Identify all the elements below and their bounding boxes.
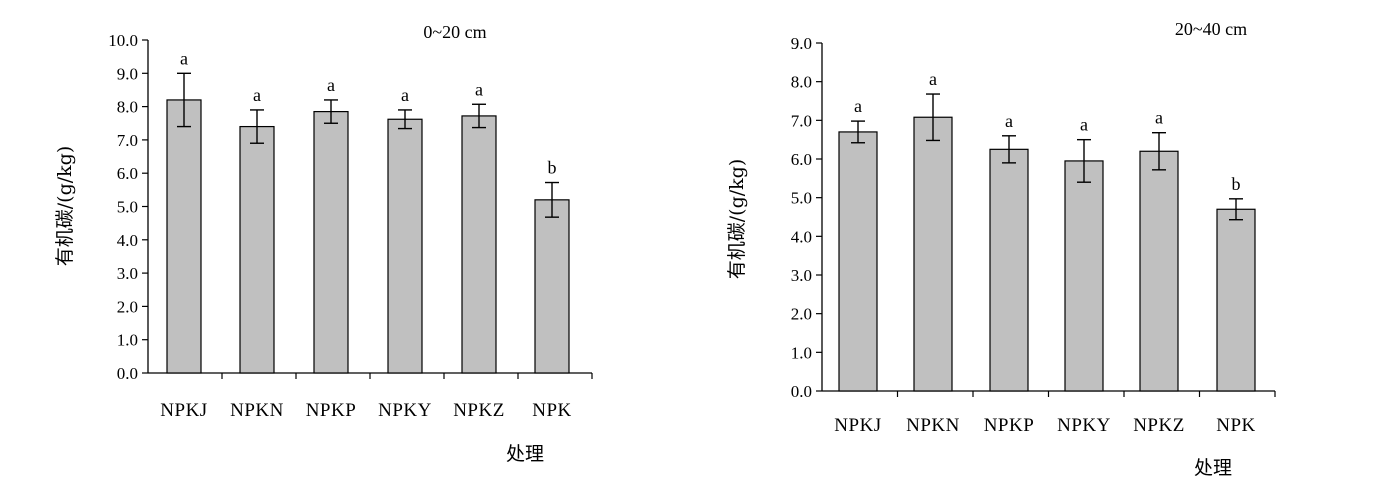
significance-label: a: [253, 85, 261, 105]
chart-title: 0~20 cm: [423, 22, 486, 42]
category-label: NPKJ: [834, 415, 881, 436]
y-tick-label: 6.0: [117, 164, 138, 183]
bar-npkz: [1139, 150, 1179, 392]
y-tick-label: 4.0: [117, 231, 138, 250]
y-tick-label: 9.0: [117, 64, 138, 83]
category-label: NPKZ: [1133, 415, 1185, 436]
significance-label: a: [1005, 111, 1013, 131]
significance-label: a: [1155, 108, 1163, 128]
category-label: NPKP: [984, 415, 1035, 436]
bar-npkz: [461, 115, 497, 374]
category-label: NPKY: [378, 400, 432, 421]
y-tick-label: 2.0: [117, 297, 138, 316]
x-axis-label: 处理: [506, 443, 544, 465]
bar-npk: [1216, 208, 1256, 392]
y-tick-label: 3.0: [791, 266, 812, 285]
significance-label: a: [854, 96, 862, 116]
y-tick-label: 8.0: [791, 73, 812, 92]
y-tick-label: 2.0: [791, 305, 812, 324]
y-tick-label: 10.0: [108, 31, 138, 50]
bar-npkp: [313, 110, 349, 374]
bar-npkj: [838, 131, 878, 392]
significance-label: b: [548, 158, 557, 178]
significance-label: a: [929, 69, 937, 89]
y-tick-label: 0.0: [791, 382, 812, 401]
y-axis-label: 有机碳/(g/kg): [726, 159, 748, 279]
y-tick-label: 5.0: [791, 189, 812, 208]
chart-20-40cm: 20~40 cm 有机碳/(g/kg) 处理 0.0 1.0 2.0 3.0 4.0 5.…: [726, 19, 1276, 479]
bar-npky: [387, 118, 423, 374]
category-label: NPKP: [306, 400, 357, 421]
significance-label: a: [401, 85, 409, 105]
y-tick-label: 8.0: [117, 98, 138, 117]
bar-npkn: [239, 125, 275, 374]
y-tick-label: 5.0: [117, 198, 138, 217]
y-axis-label: 有机碳/(g/kg): [54, 146, 76, 266]
category-label: NPK: [1216, 415, 1256, 436]
significance-label: a: [180, 48, 188, 68]
bar-npk: [534, 199, 570, 374]
bar-npkn: [913, 116, 953, 392]
y-tick-label: 1.0: [117, 331, 138, 350]
category-label: NPK: [532, 400, 572, 421]
significance-label: a: [475, 79, 483, 99]
y-tick-label: 7.0: [117, 131, 138, 150]
significance-label: b: [1232, 174, 1241, 194]
y-tick-label: 1.0: [791, 343, 812, 362]
category-label: NPKY: [1057, 415, 1111, 436]
significance-label: a: [327, 75, 335, 95]
significance-label: a: [1080, 115, 1088, 135]
y-tick-label: 0.0: [117, 364, 138, 383]
bar-npkj: [166, 99, 202, 374]
y-tick-label: 6.0: [791, 150, 812, 169]
bar-npky: [1064, 160, 1104, 392]
y-tick-label: 9.0: [791, 34, 812, 53]
x-axis-label: 处理: [1194, 457, 1232, 479]
chart-0-20cm: 0~20 cm 有机碳/(g/kg) 处理 0.0 1.0 2.0 3.0 4.0 5.0…: [54, 22, 593, 465]
category-label: NPKN: [906, 415, 960, 436]
category-label: NPKN: [230, 400, 284, 421]
y-tick-label: 3.0: [117, 264, 138, 283]
y-tick-label: 7.0: [791, 111, 812, 130]
category-label: NPKJ: [160, 400, 207, 421]
bar-npkp: [989, 148, 1029, 392]
y-tick-label: 4.0: [791, 227, 812, 246]
chart-title: 20~40 cm: [1175, 19, 1247, 39]
category-label: NPKZ: [453, 400, 505, 421]
